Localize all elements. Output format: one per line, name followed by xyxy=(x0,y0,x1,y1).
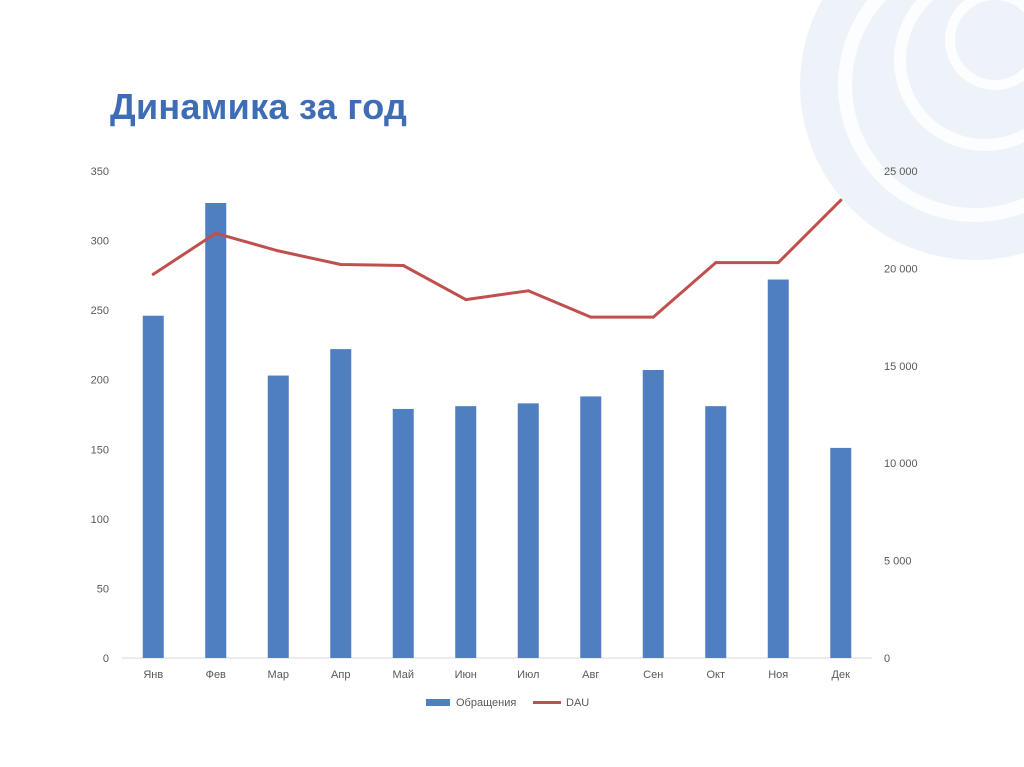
dau-point-Окт xyxy=(714,261,718,265)
bar-Авг xyxy=(580,396,602,658)
slide-title: Динамика за год xyxy=(110,86,408,127)
bar-Фев xyxy=(205,203,227,658)
x-axis-tick-label: Фев xyxy=(206,669,226,681)
legend-swatch-bar xyxy=(426,699,450,706)
bar-Сен xyxy=(642,369,664,658)
bar-Окт xyxy=(705,406,727,658)
left-axis-tick-label: 100 xyxy=(91,514,109,526)
bar-Июн xyxy=(455,406,477,658)
legend-label-line: DAU xyxy=(566,697,589,709)
x-axis-tick-label: Апр xyxy=(331,669,350,681)
dau-point-Янв xyxy=(151,272,155,276)
bar-Янв xyxy=(142,315,164,658)
x-axis-tick-label: Окт xyxy=(706,669,725,681)
x-axis-tick-label: Ноя xyxy=(768,669,788,681)
dau-point-Ноя xyxy=(776,261,780,265)
dau-point-Июн xyxy=(464,298,468,302)
x-axis-tick-label: Мар xyxy=(267,669,289,681)
right-axis-tick-label: 15 000 xyxy=(884,361,918,373)
left-axis-tick-label: 50 xyxy=(97,583,109,595)
legend-label-bar: Обращения xyxy=(456,697,516,709)
dau-point-Дек xyxy=(839,198,843,202)
right-axis-tick-label: 20 000 xyxy=(884,263,918,275)
left-axis-tick-label: 350 xyxy=(91,166,109,178)
line-series xyxy=(151,198,843,319)
dau-point-Авг xyxy=(589,315,593,319)
bar-Апр xyxy=(330,349,352,658)
bar-Дек xyxy=(830,447,852,658)
right-axis-tick-label: 0 xyxy=(884,653,890,665)
bar-Май xyxy=(392,408,414,658)
dau-point-Апр xyxy=(339,263,343,267)
bar-Июл xyxy=(517,403,539,658)
x-axis-tick-label: Май xyxy=(392,669,414,681)
dau-line xyxy=(151,198,843,319)
bar-Мар xyxy=(267,375,289,658)
left-axis-tick-label: 200 xyxy=(91,375,109,387)
x-axis-tick-label: Июл xyxy=(517,669,539,681)
dau-point-Фев xyxy=(214,231,218,235)
left-axis-tick-label: 250 xyxy=(91,305,109,317)
left-axis-tick-label: 0 xyxy=(103,653,109,665)
right-axis-tick-label: 25 000 xyxy=(884,166,918,178)
x-axis-tick-label: Дек xyxy=(832,669,851,681)
left-axis-tick-label: 300 xyxy=(91,236,109,248)
dau-point-Мар xyxy=(276,249,280,253)
x-axis: Янв Фев Мар Апр Май Июн Июл Авг Сен Окт Ноя Дек xyxy=(143,669,850,681)
right-axis: 0 5 000 10 000 15 000 20 000 25 000 xyxy=(884,166,918,665)
dau-point-Сен xyxy=(651,315,655,319)
x-axis-tick-label: Сен xyxy=(643,669,663,681)
x-axis-tick-label: Авг xyxy=(582,669,599,681)
x-axis-tick-label: Июн xyxy=(455,669,477,681)
left-axis-tick-label: 150 xyxy=(91,444,109,456)
left-axis: 0 50 100 150 200 250 300 350 xyxy=(91,166,109,665)
bar-series xyxy=(142,203,852,658)
dau-point-Май xyxy=(401,263,405,267)
dau-point-Июл xyxy=(526,289,530,293)
x-axis-tick-label: Янв xyxy=(143,669,163,681)
legend: Обращения DAU xyxy=(426,697,589,709)
bar-Ноя xyxy=(767,279,789,658)
right-axis-tick-label: 10 000 xyxy=(884,458,918,470)
right-axis-tick-label: 5 000 xyxy=(884,556,912,568)
